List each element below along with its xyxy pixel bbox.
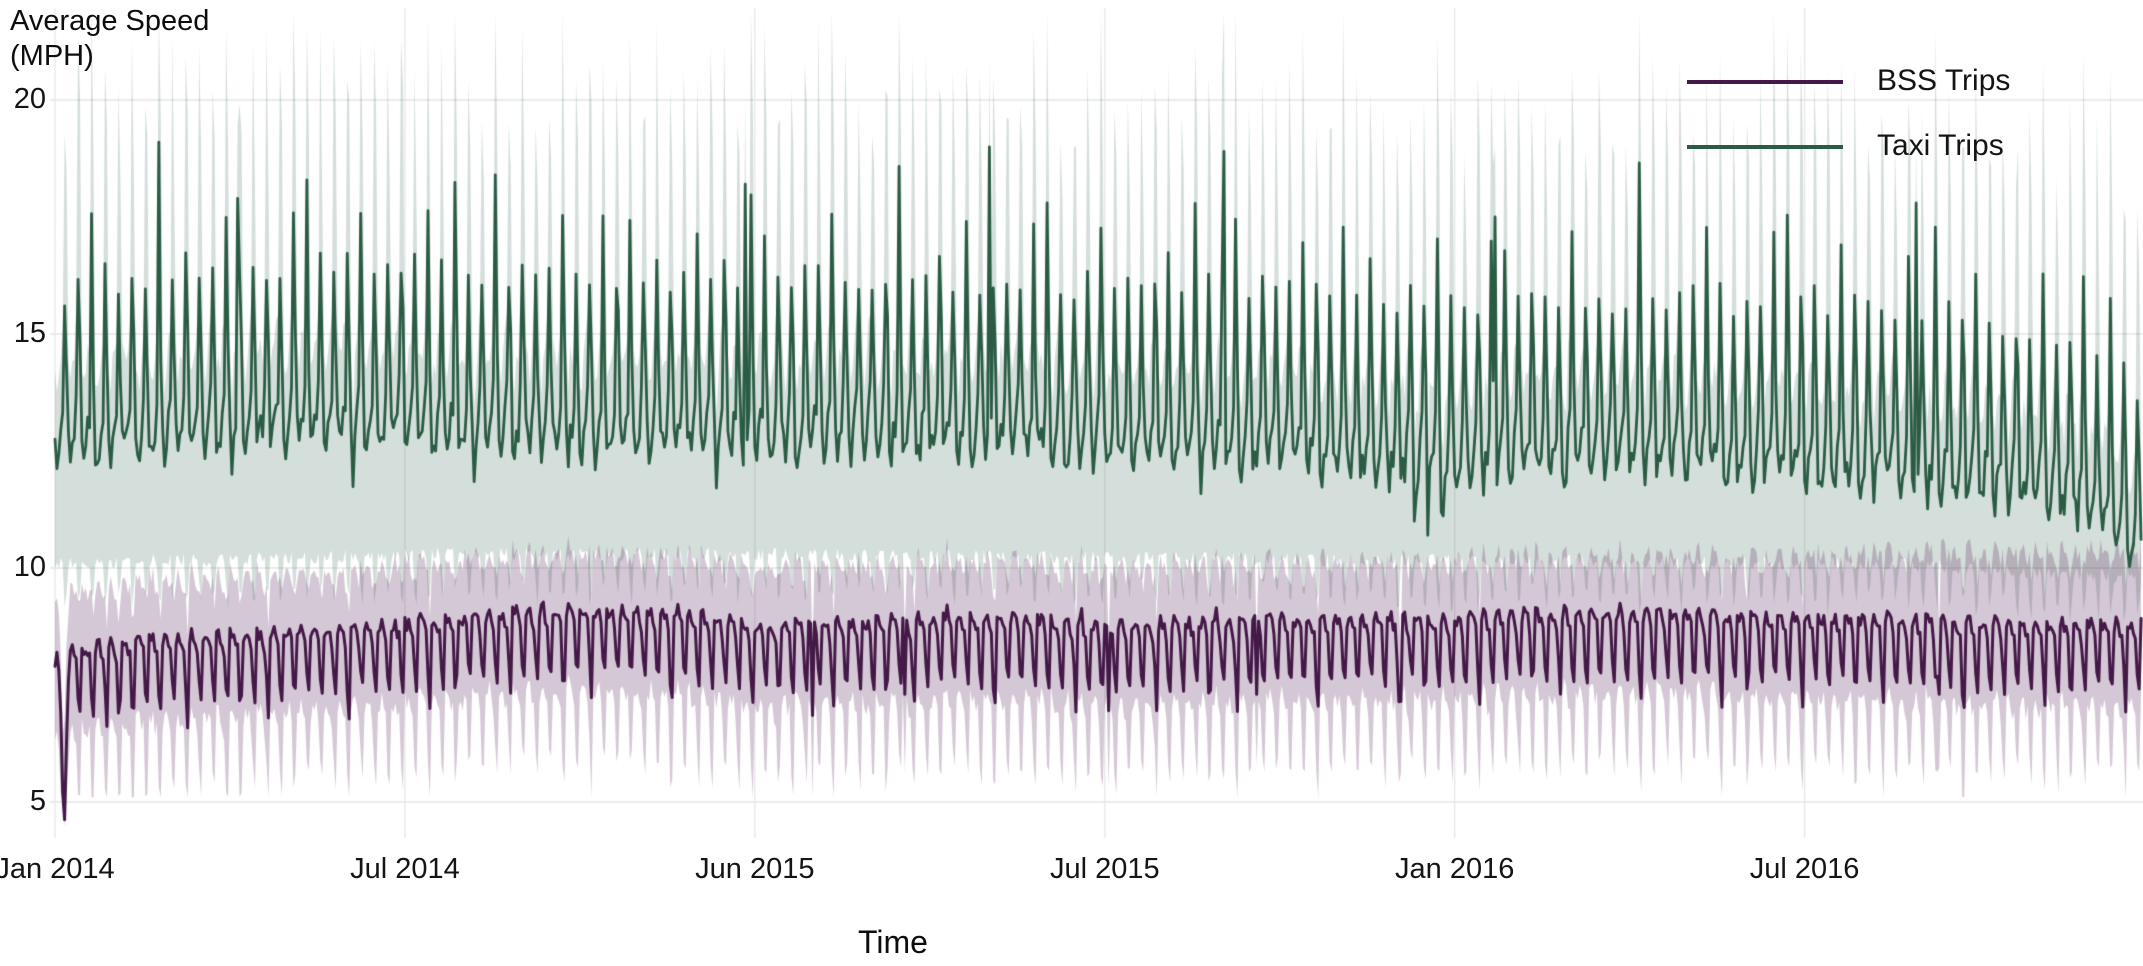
x-tick-label: Jul 2015 bbox=[1049, 853, 1160, 885]
x-axis-title: Time bbox=[858, 924, 928, 960]
x-tick-label: Jan 2014 bbox=[0, 853, 115, 885]
legend-item: Taxi Trips bbox=[1687, 127, 2107, 167]
y-tick-label: 20 bbox=[13, 83, 46, 115]
y-axis-title-line2: (MPH) bbox=[10, 40, 94, 72]
y-axis-title: Average Speed (MPH) bbox=[10, 4, 209, 74]
y-tick-label: 5 bbox=[29, 785, 46, 817]
x-tick-label: Jul 2014 bbox=[350, 853, 460, 885]
legend-label: Taxi Trips bbox=[1877, 129, 2004, 162]
x-tick-label: Jun 2015 bbox=[695, 853, 815, 885]
x-tick-label: Jan 2016 bbox=[1395, 853, 1515, 885]
x-tick-label: Jul 2016 bbox=[1749, 853, 1860, 885]
legend-swatch-bss-trips bbox=[1687, 80, 1843, 84]
legend-item: BSS Trips bbox=[1687, 62, 2107, 102]
legend-label: BSS Trips bbox=[1877, 64, 2011, 97]
y-tick-label: 15 bbox=[13, 317, 46, 349]
y-tick-label: 10 bbox=[13, 551, 46, 583]
legend-swatch-taxi-trips bbox=[1687, 145, 1843, 149]
y-axis-title-line1: Average Speed bbox=[10, 5, 210, 37]
